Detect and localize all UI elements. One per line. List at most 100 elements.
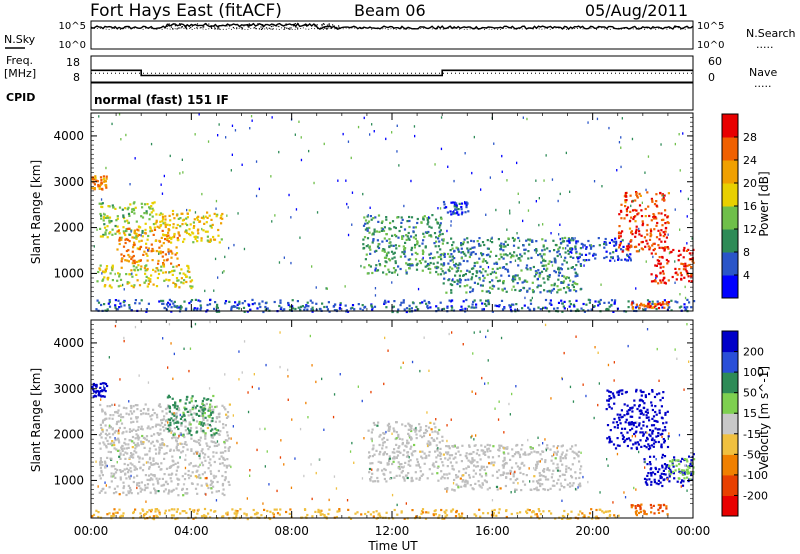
echo-cell: [161, 418, 164, 421]
echo-cell: [613, 244, 616, 247]
echo-cell: [559, 192, 561, 196]
echo-cell: [662, 194, 664, 198]
echo-cell: [125, 133, 127, 137]
echo-cell: [119, 457, 122, 460]
echo-cell: [165, 412, 168, 415]
echo-cell: [385, 137, 387, 141]
noise-point: [261, 24, 263, 26]
echo-cell: [122, 283, 124, 287]
echo-cell: [371, 123, 373, 126]
echo-cell: [132, 456, 135, 459]
echo-cell: [561, 444, 564, 447]
echo-cell: [106, 513, 109, 516]
echo-cell: [263, 508, 266, 511]
echo-cell: [683, 246, 686, 250]
echo-cell: [618, 244, 621, 247]
echo-cell: [648, 392, 651, 396]
echo-cell: [376, 269, 380, 272]
echo-cell: [125, 237, 128, 241]
echo-cell: [439, 222, 442, 225]
echo-cell: [528, 243, 531, 246]
echo-cell: [435, 456, 438, 459]
echo-cell: [658, 238, 661, 241]
echo-cell: [467, 305, 470, 308]
echo-cell: [436, 472, 439, 475]
echo-cell: [400, 466, 403, 469]
echo-cell: [618, 246, 621, 249]
echo-cell: [395, 247, 398, 250]
echo-cell: [114, 439, 117, 442]
echo-cell: [583, 244, 586, 247]
echo-cell: [368, 467, 372, 471]
echo-cell: [132, 420, 135, 423]
echo-cell: [104, 270, 107, 273]
echo-cell: [580, 465, 583, 468]
echo-cell: [632, 424, 635, 427]
echo-cell: [549, 448, 552, 451]
echo-cell: [576, 283, 579, 286]
echo-cell: [144, 403, 147, 406]
echo-cell: [367, 214, 369, 217]
echo-cell: [434, 218, 438, 221]
echo-cell: [428, 234, 431, 237]
echo-cell: [449, 266, 452, 269]
echo-cell: [160, 421, 163, 425]
echo-cell: [408, 307, 411, 310]
echo-cell: [98, 202, 101, 205]
echo-cell: [238, 307, 241, 310]
echo-cell: [387, 268, 390, 271]
echo-cell: [546, 467, 549, 470]
echo-cell: [439, 248, 442, 251]
echo-cell: [680, 262, 683, 265]
echo-cell: [381, 228, 384, 231]
echo-cell: [213, 212, 216, 215]
echo-cell: [119, 453, 122, 456]
echo-cell: [464, 454, 467, 457]
echo-cell: [575, 250, 578, 253]
echo-cell: [144, 512, 148, 515]
echo-cell: [221, 217, 224, 220]
echo-cell: [389, 477, 392, 480]
echo-cell: [194, 235, 198, 238]
echo-cell: [141, 206, 144, 209]
echo-cell: [158, 448, 161, 451]
echo-cell: [453, 212, 456, 215]
echo-cell: [593, 305, 596, 308]
echo-cell: [531, 240, 534, 243]
echo-cell: [590, 245, 593, 248]
echo-cell: [292, 307, 295, 310]
echo-cell: [131, 446, 134, 449]
echo-cell: [155, 285, 159, 288]
echo-cell: [476, 461, 479, 464]
echo-cell: [512, 455, 515, 458]
echo-cell: [452, 457, 455, 460]
echo-cell: [103, 443, 106, 446]
echo-cell: [424, 245, 427, 248]
echo-cell: [567, 287, 570, 290]
echo-cell: [136, 404, 139, 407]
echo-cell: [514, 288, 517, 292]
echo-cell: [278, 261, 281, 264]
echo-cell: [428, 225, 431, 228]
echo-cell: [216, 213, 219, 216]
echo-cell: [613, 396, 616, 399]
echo-cell: [234, 301, 237, 304]
echo-cell: [482, 268, 485, 271]
echo-cell: [362, 224, 366, 227]
echo-cell: [684, 296, 687, 300]
echo-cell: [442, 307, 446, 310]
echo-cell: [674, 267, 677, 270]
echo-cell: [217, 134, 219, 137]
echo-cell: [176, 425, 179, 428]
echo-cell: [655, 200, 658, 203]
echo-cell: [657, 483, 660, 486]
echo-cell: [203, 422, 206, 425]
echo-cell: [623, 440, 626, 444]
echo-cell: [659, 266, 662, 269]
noise-point: [241, 27, 244, 29]
noise-point: [324, 27, 326, 29]
echo-cell: [523, 248, 526, 251]
echo-cell: [168, 410, 171, 413]
echo-cell: [645, 229, 648, 232]
echo-cell: [151, 426, 154, 429]
